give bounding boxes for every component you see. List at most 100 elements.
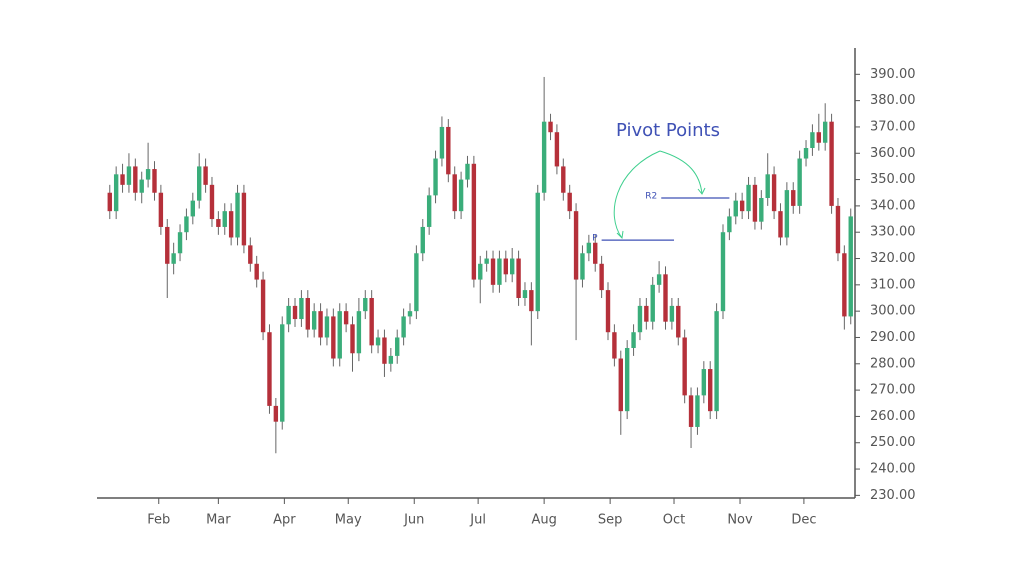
candle-body	[388, 355, 394, 364]
x-tick-label: Sep	[598, 513, 623, 528]
arrow-head	[697, 187, 706, 195]
x-tick-label: Jun	[403, 513, 424, 528]
x-tick-label: Aug	[531, 513, 556, 528]
candle-body	[669, 305, 675, 322]
candle-body	[637, 305, 643, 333]
x-tick-label: Nov	[727, 513, 753, 528]
y-tick-label: 230.00	[870, 488, 916, 503]
candle-body	[580, 253, 585, 280]
y-tick-label: 240.00	[870, 462, 916, 477]
candle-body	[765, 174, 770, 198]
candle-body	[656, 274, 662, 285]
candle-body	[490, 258, 496, 285]
candle-body	[107, 192, 112, 212]
candle-body	[273, 405, 279, 422]
candle-body	[439, 126, 445, 159]
y-tick-label: 250.00	[870, 435, 916, 450]
candle-body	[337, 311, 342, 359]
candle-body	[746, 184, 751, 212]
candle-body	[567, 192, 572, 212]
candle-body	[331, 316, 336, 359]
candle-body	[407, 311, 413, 317]
candle-body	[752, 184, 758, 222]
candle-body	[299, 298, 304, 320]
y-tick-label: 320.00	[870, 251, 916, 266]
y-tick-label: 260.00	[870, 409, 916, 424]
candle-body	[222, 211, 227, 227]
candle-body	[184, 216, 189, 233]
candle-body	[541, 121, 547, 193]
candle-body	[458, 179, 464, 212]
candle-body	[631, 332, 636, 348]
candle-body	[177, 232, 183, 254]
candle-body	[624, 348, 630, 412]
x-tick-label: Feb	[147, 513, 170, 528]
x-tick-label: May	[335, 513, 362, 528]
candle-body	[529, 290, 534, 312]
candle-body	[727, 216, 732, 233]
candle-body	[318, 311, 323, 338]
candle-body	[120, 174, 125, 185]
candle-body	[561, 166, 566, 193]
annotation-arrow	[659, 150, 703, 195]
y-tick-label: 350.00	[870, 172, 916, 187]
candle-body	[682, 337, 687, 396]
annotation: Pivot Points	[616, 120, 720, 141]
candle-body	[311, 311, 317, 330]
candle-body	[197, 166, 202, 201]
candle-body	[280, 324, 285, 422]
y-tick-label: 360.00	[870, 146, 916, 161]
candle-body	[816, 132, 822, 143]
candle-body	[573, 211, 579, 280]
candle-body	[733, 200, 738, 217]
pivot-label: P	[592, 234, 598, 244]
candle-body	[165, 226, 170, 264]
candle-body	[759, 198, 764, 222]
candle-body	[324, 316, 330, 338]
candle-body	[554, 132, 560, 167]
candle-body	[478, 263, 483, 280]
candle-body	[343, 311, 349, 325]
candle-body	[286, 305, 291, 325]
candle-body	[158, 192, 164, 227]
x-tick-label: Dec	[791, 513, 816, 528]
candle-body	[267, 332, 272, 406]
candle-body	[663, 274, 668, 322]
candle-body	[522, 290, 528, 298]
candle-body	[420, 226, 425, 254]
candle-body	[771, 174, 777, 212]
candle-body	[241, 192, 247, 246]
candle-body	[356, 311, 362, 354]
candle-body	[126, 166, 132, 185]
candle-body	[363, 298, 368, 312]
candle-body	[350, 324, 355, 354]
candle-body	[784, 190, 790, 238]
candle-body	[822, 121, 828, 143]
candle-body	[375, 337, 381, 346]
x-tick-label: Apr	[273, 513, 296, 528]
candle-body	[260, 279, 266, 333]
y-tick-label: 270.00	[870, 383, 916, 398]
y-tick-label: 380.00	[870, 93, 916, 108]
candle-body	[203, 166, 208, 185]
candle-body	[254, 263, 259, 280]
pivot-label: R2	[645, 192, 657, 202]
candle-body	[797, 158, 802, 206]
candle-body	[216, 219, 221, 227]
candle-body	[695, 395, 700, 427]
candle-body	[535, 192, 540, 312]
candle-body	[720, 232, 726, 312]
candle-body	[829, 121, 834, 206]
candle-body	[618, 358, 623, 412]
candle-body	[228, 211, 234, 238]
candle-body	[778, 211, 783, 238]
candle-body	[612, 332, 617, 359]
y-tick-label: 390.00	[870, 67, 916, 82]
candle-body	[791, 190, 796, 206]
candle-body	[292, 305, 298, 320]
candle-body	[145, 169, 151, 180]
candle-body	[171, 253, 176, 264]
candle-body	[305, 298, 310, 330]
candle-body	[810, 132, 815, 148]
